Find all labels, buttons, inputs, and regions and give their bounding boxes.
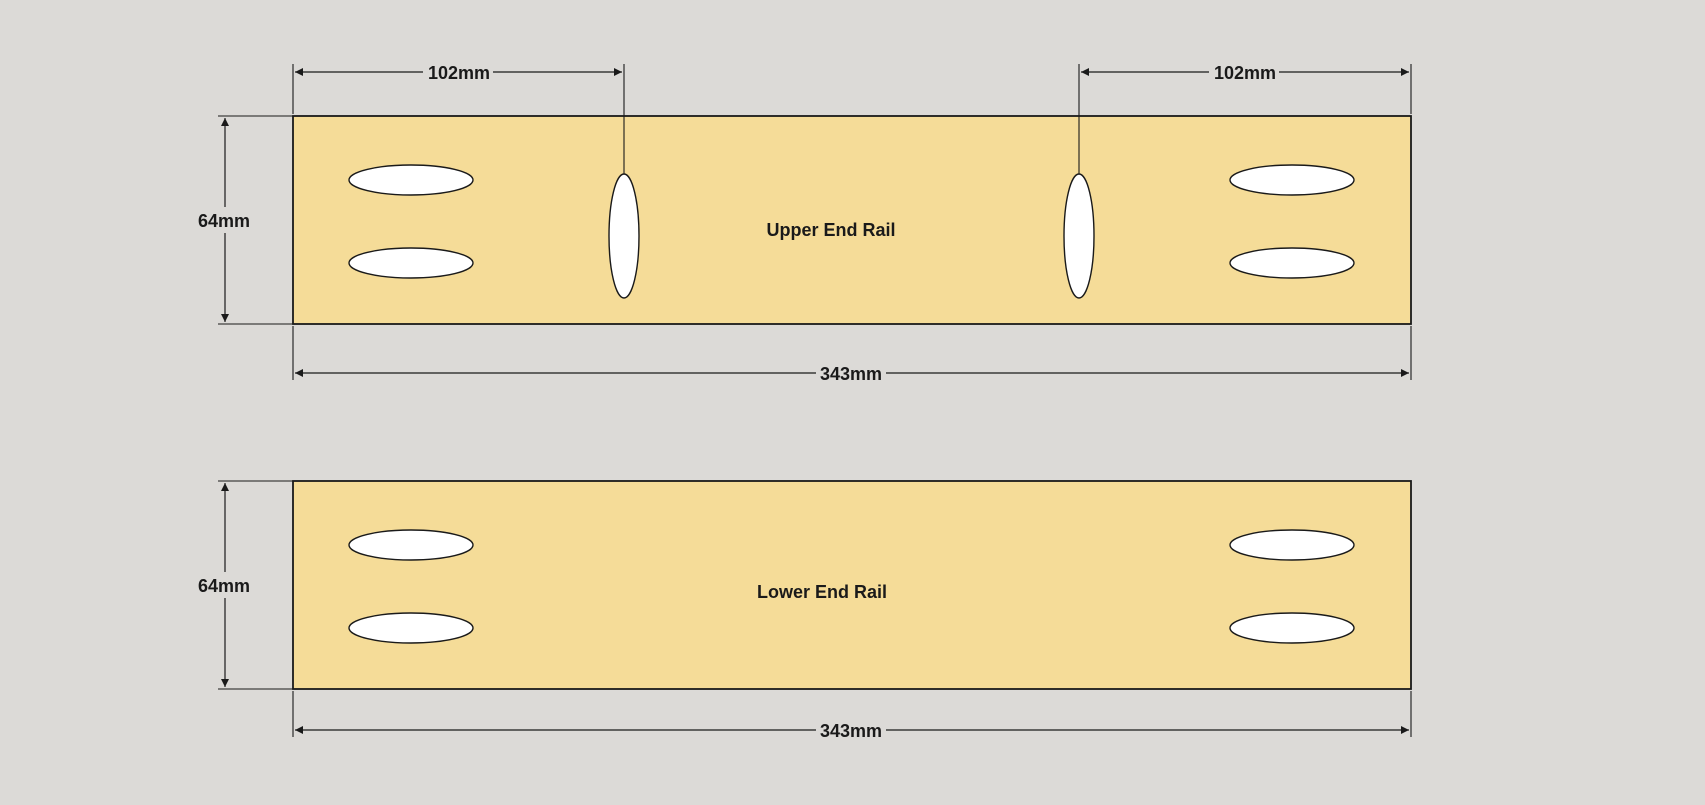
lower-rail-height-dimension: 64mm	[193, 480, 293, 690]
upper-rail-slot	[348, 247, 474, 279]
upper-rail-height-dimension: 64mm	[193, 115, 293, 325]
upper-rail-length-label: 343mm	[820, 364, 882, 384]
upper-rail-slot	[348, 164, 474, 196]
upper-rail-group: Upper End Rail 64mm 343mm 102mm	[193, 60, 1412, 385]
lower-rail-height-label: 64mm	[198, 576, 250, 596]
upper-rail-label: Upper End Rail	[766, 220, 895, 240]
lower-rail-group: Lower End Rail 64mm 343mm	[193, 480, 1412, 742]
upper-rail-slot	[1229, 164, 1355, 196]
lower-rail-slot	[1229, 529, 1355, 561]
lower-rail-slot	[1229, 612, 1355, 644]
upper-rail-length-dimension: 343mm	[292, 326, 1412, 385]
lower-rail-slot	[348, 529, 474, 561]
upper-rail-slot	[1229, 247, 1355, 279]
upper-rail-right-offset-dimension: 102mm	[1078, 60, 1412, 174]
lower-rail-board	[292, 480, 1412, 690]
lower-rail-length-label: 343mm	[820, 721, 882, 741]
upper-rail-vertical-slot	[608, 173, 640, 299]
lower-rail-label: Lower End Rail	[757, 582, 887, 602]
upper-rail-vertical-slot	[1063, 173, 1095, 299]
upper-rail-left-offset-label: 102mm	[428, 63, 490, 83]
upper-rail-height-label: 64mm	[198, 211, 250, 231]
upper-rail-right-offset-label: 102mm	[1214, 63, 1276, 83]
lower-rail-length-dimension: 343mm	[292, 691, 1412, 742]
lower-rail-slot	[348, 612, 474, 644]
upper-rail-left-offset-dimension: 102mm	[292, 60, 625, 174]
upper-rail-board	[292, 115, 1412, 325]
